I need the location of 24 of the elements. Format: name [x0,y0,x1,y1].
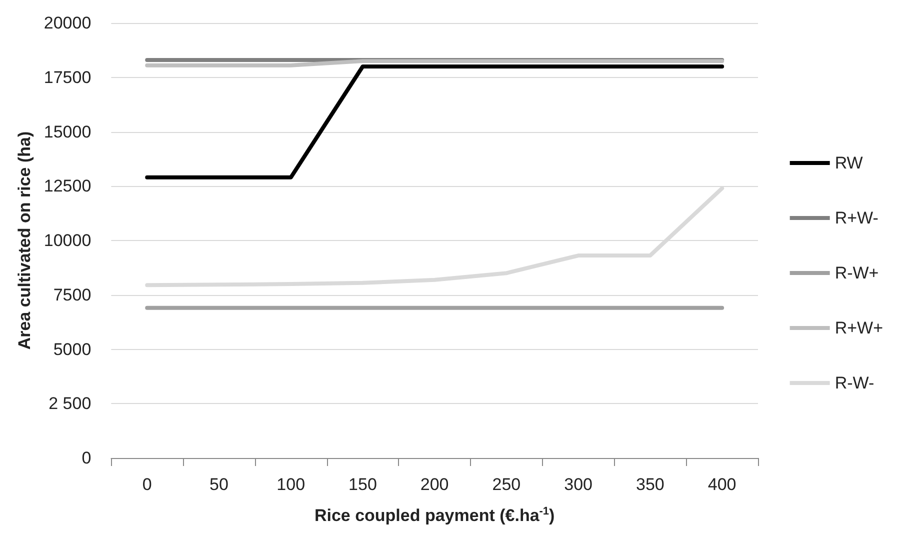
x-tick-label: 200 [420,475,449,494]
x-tick-label: 400 [708,475,736,494]
y-tick-label: 12500 [44,176,92,196]
x-tick-label: 50 [210,475,228,494]
x-tick-label: 350 [636,475,664,494]
y-tick-label: 15000 [44,122,92,142]
x-tick-label: 250 [492,475,521,494]
legend-label: R+W- [834,208,878,228]
y-tick-label: 7500 [53,285,92,304]
legend-label: R-W- [834,374,874,392]
y-axis-title: Area cultivated on rice (ha) [15,131,34,350]
x-tick-label: 100 [276,475,306,494]
x-tick-label: 0 [142,475,152,494]
x-tick-label: 300 [564,475,593,494]
y-tick-label: 5000 [53,340,92,359]
legend-label: RW [834,154,863,172]
x-tick-label: 150 [348,475,377,494]
y-tick-label: 2 500 [48,394,92,414]
legend-label: R+W+ [834,318,884,338]
y-tick-label: 0 [82,448,92,468]
y-tick-label: 20000 [44,14,92,32]
y-tick-label: 10000 [44,231,92,250]
legend-label: R-W+ [834,264,879,282]
y-tick-label: 17500 [44,68,92,87]
